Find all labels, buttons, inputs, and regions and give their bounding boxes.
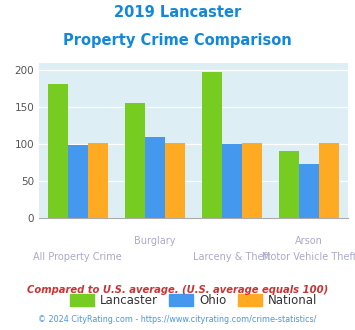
Bar [279, 150, 299, 218]
Text: Burglary: Burglary [134, 236, 176, 246]
Text: Property Crime Comparison: Property Crime Comparison [63, 33, 292, 48]
Bar [299, 164, 320, 218]
Legend: Lancaster, Ohio, National: Lancaster, Ohio, National [65, 289, 322, 311]
Text: Motor Vehicle Theft: Motor Vehicle Theft [262, 252, 355, 262]
Bar [222, 144, 242, 218]
Text: © 2024 CityRating.com - https://www.cityrating.com/crime-statistics/: © 2024 CityRating.com - https://www.city… [38, 315, 317, 324]
Bar [145, 137, 165, 218]
Bar [242, 143, 262, 218]
Bar [125, 103, 145, 218]
Text: Compared to U.S. average. (U.S. average equals 100): Compared to U.S. average. (U.S. average … [27, 285, 328, 295]
Text: Arson: Arson [295, 236, 323, 246]
Bar [48, 84, 67, 218]
Bar [320, 143, 339, 218]
Text: Larceny & Theft: Larceny & Theft [193, 252, 271, 262]
Text: 2019 Lancaster: 2019 Lancaster [114, 5, 241, 20]
Bar [88, 143, 108, 218]
Bar [165, 143, 185, 218]
Text: All Property Crime: All Property Crime [33, 252, 122, 262]
Bar [202, 72, 222, 218]
Bar [67, 146, 88, 218]
